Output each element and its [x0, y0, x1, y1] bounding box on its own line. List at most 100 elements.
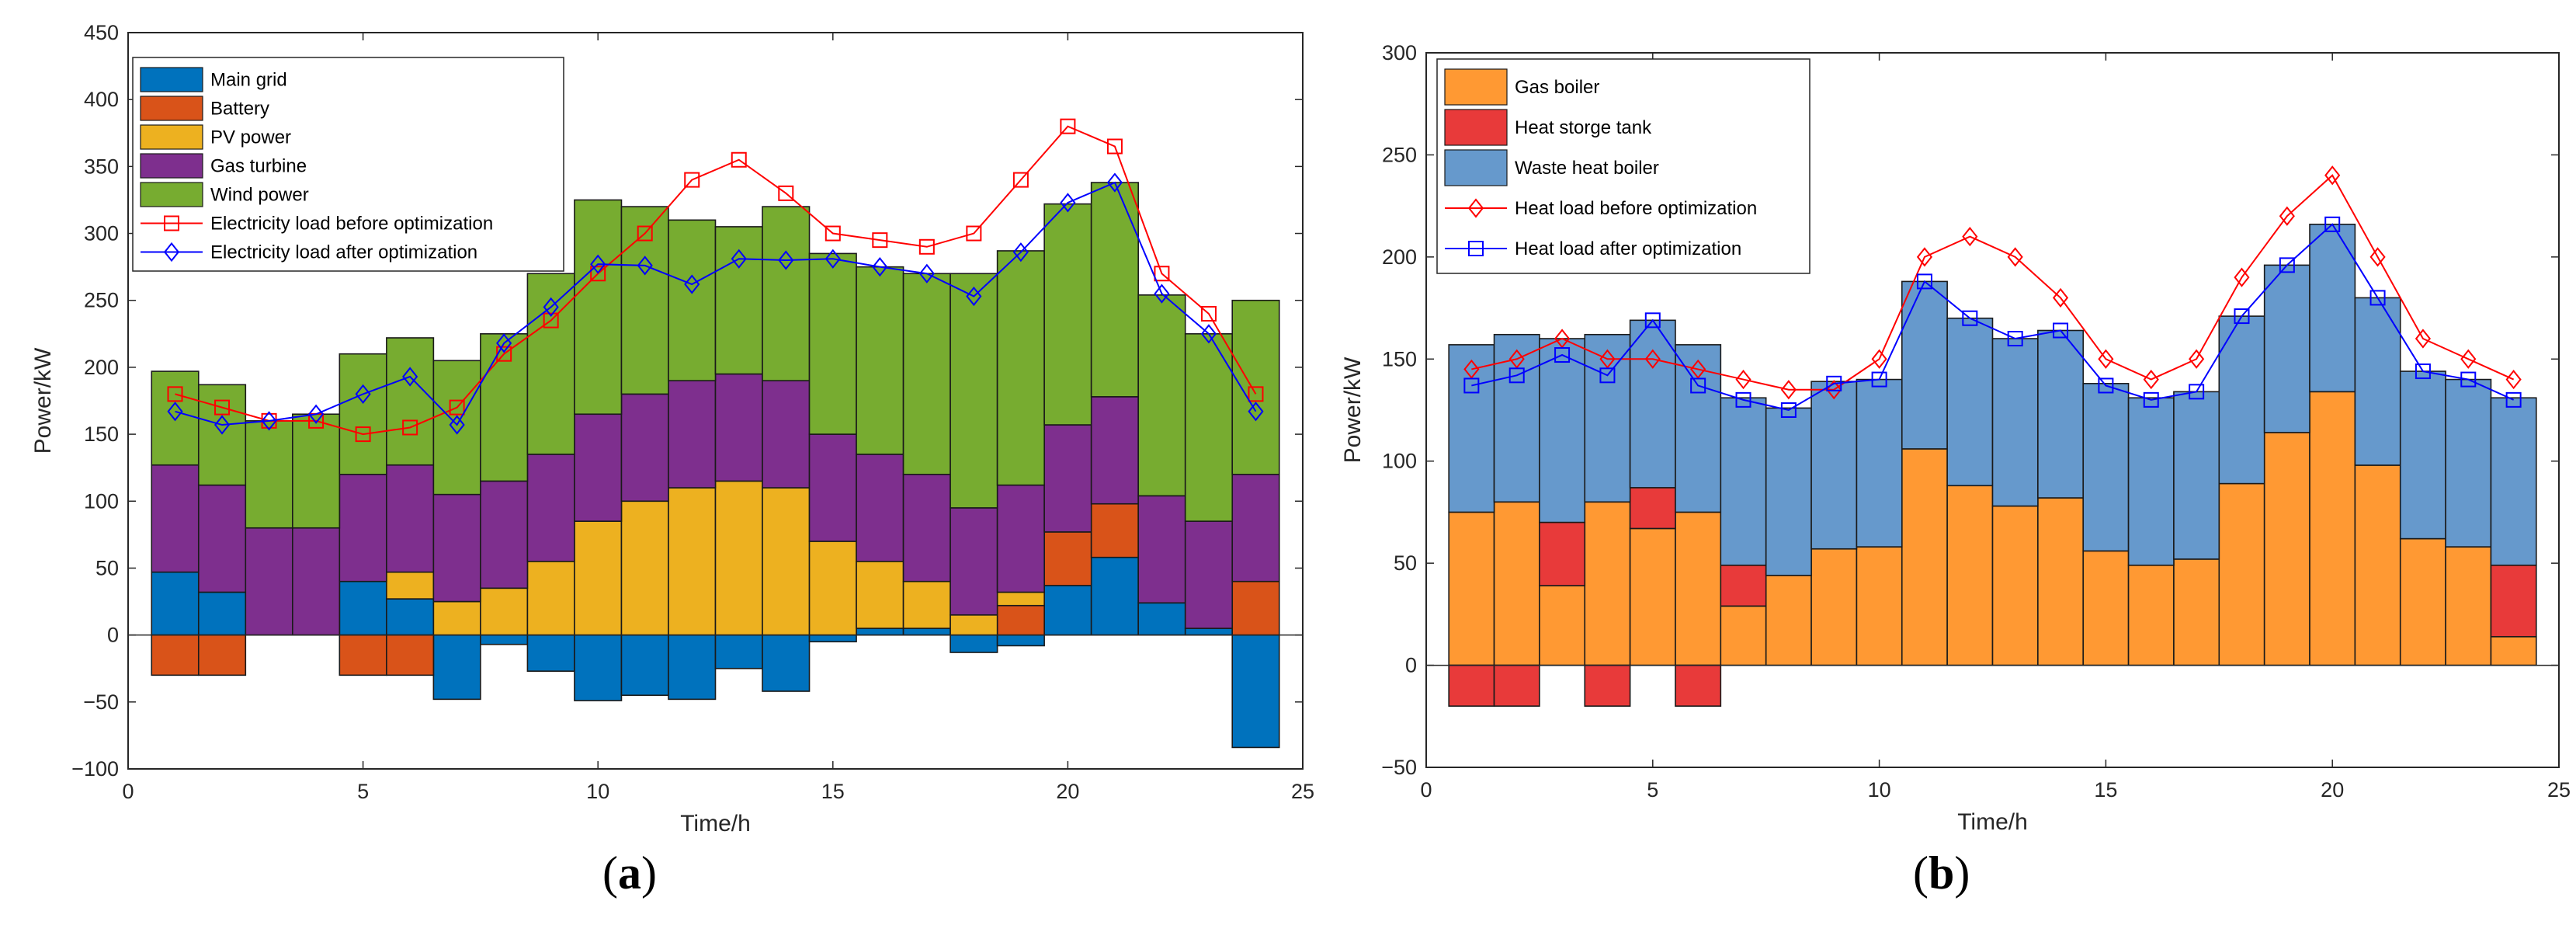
chart-b-bar-waste-heat-boiler-13	[1991, 338, 2039, 507]
chart-a-bar-pv-power-11	[620, 500, 669, 636]
chart-b-bar-waste-heat-boiler-17	[2173, 391, 2220, 560]
chart-b-line-1	[1471, 223, 2515, 412]
chart-a: −100 −50 0 50 100 150 200 250 300 350 400 450 0 5 10 15…	[30, 21, 1314, 836]
chart-a-bar-wind-power-11	[620, 206, 669, 395]
chart-b-legend-label-0: Gas boiler	[1515, 77, 1599, 98]
chart-a-bar-main-grid-17	[902, 628, 951, 636]
chart-a-bar-main-grid-5	[338, 580, 387, 636]
chart-b-line-1-point-8	[1780, 402, 1797, 418]
chart-a-bar-wind-power-17	[902, 273, 951, 475]
chart-b-bar-heat-storge-tank-1	[1448, 664, 1495, 707]
chart-b-bar-gas-boiler-11	[1901, 448, 1948, 666]
chart-b-bar-gas-boiler-12	[1946, 485, 1994, 666]
chart-a-legend-label-2: PV power	[210, 127, 291, 148]
chart-a-ytick-label: 150	[84, 423, 119, 446]
chart-a-line-0-point-21	[1106, 138, 1123, 155]
chart-a-line-1-point-14	[778, 250, 794, 270]
chart-a-bar-gas-turbine-15	[808, 433, 857, 542]
chart-a-bar-battery-2	[197, 634, 247, 676]
chart-b-ytick-label: 0	[1405, 654, 1417, 677]
chart-a-line-1-point-15	[825, 249, 841, 269]
chart-a-bar-wind-power-3	[245, 420, 293, 529]
chart-a-bar-gas-turbine-23	[1184, 520, 1234, 629]
chart-a-legend-swatch-3	[140, 153, 203, 179]
chart-b-bar-waste-heat-boiler-9	[1810, 381, 1858, 550]
chart-b-bar-gas-boiler-15	[2082, 550, 2130, 666]
panel-b: −50 0 50 100 150 200 250 300 0 5 10 15 20 25 Time/h Pow…	[1340, 0, 2576, 932]
chart-b-line-1-point-21	[2369, 290, 2386, 306]
chart-a-xtick-label: 0	[122, 780, 134, 803]
chart-a-legend-swatch-2	[140, 124, 203, 150]
chart-a-line-1-point-5	[355, 384, 371, 404]
chart-b-line-1-point-10	[1871, 371, 1887, 388]
chart-a-bar-wind-power-21	[1090, 182, 1139, 398]
chart-b-line-0-point-21	[2369, 247, 2386, 267]
chart-b-legend-swatch-2	[1444, 149, 1508, 186]
chart-b-line-1-point-13	[2007, 331, 2023, 346]
chart-a-bar-wind-power-7	[432, 360, 481, 496]
chart-b-bar-heat-storge-tank-24	[2490, 564, 2537, 638]
chart-a-bar-wind-power-4	[292, 413, 341, 529]
chart-b-line-1-point-19	[2279, 257, 2295, 273]
chart-b-line-0-point-4	[1599, 349, 1616, 369]
chart-b-bar-waste-heat-boiler-1	[1448, 344, 1495, 513]
chart-a-line-1-point-1	[167, 402, 183, 422]
chart-a-bar-pv-power-14	[762, 487, 811, 636]
chart-a-legend-marker-5	[164, 215, 179, 231]
chart-a-bar-gas-turbine-16	[856, 454, 904, 562]
chart-b-bar-gas-boiler-19	[2263, 432, 2310, 666]
chart-a-bar-battery-1	[151, 634, 200, 676]
chart-a-bar-gas-turbine-18	[950, 507, 998, 616]
chart-a-line-1-point-6	[402, 367, 418, 387]
chart-a-line-0-point-10	[590, 266, 606, 282]
chart-b-bar-waste-heat-boiler-24	[2490, 397, 2537, 566]
chart-a-xtick-label: 5	[357, 780, 369, 803]
chart-b-bar-gas-boiler-1	[1448, 511, 1495, 666]
chart-a-bar-battery-20	[1043, 531, 1092, 586]
chart-b-xlabel: Time/h	[1957, 809, 2028, 835]
chart-b-bar-heat-storge-tank-6	[1675, 664, 1722, 707]
chart-a-bar-gas-turbine-5	[338, 473, 387, 582]
chart-b-bar-gas-boiler-17	[2173, 558, 2220, 666]
chart-a-line-0	[175, 125, 1257, 436]
chart-a-line-1-point-21	[1106, 172, 1123, 193]
chart-a-bar-wind-power-6	[386, 337, 435, 466]
chart-a-bar-main-grid-9	[526, 634, 575, 672]
chart-b-xtick-label: 20	[2321, 778, 2344, 802]
chart-a-bar-main-grid-24	[1231, 634, 1280, 749]
chart-a-line-0-point-24	[1248, 386, 1264, 402]
chart-b-bar-waste-heat-boiler-4	[1584, 333, 1631, 503]
chart-b-bar-waste-heat-boiler-16	[2127, 397, 2175, 566]
chart-a-bar-pv-power-19	[996, 591, 1045, 607]
chart-b-line-0-point-12	[1962, 226, 1978, 247]
chart-a-bar-main-grid-23	[1184, 628, 1234, 636]
chart-a-bar-gas-turbine-24	[1231, 473, 1280, 582]
chart-a-bar-wind-power-20	[1043, 203, 1092, 426]
chart-a-bar-gas-turbine-19	[996, 484, 1045, 593]
chart-a-line-0-point-13	[731, 151, 747, 168]
chart-b-line-1-point-14	[2053, 322, 2069, 339]
chart-b-legend-marker-4	[1468, 241, 1484, 256]
chart-a-legend-label-4: Wind power	[210, 185, 309, 206]
chart-a-line-1-point-11	[637, 256, 653, 276]
chart-b-line-1-point-16	[2143, 391, 2159, 408]
chart-a-bar-wind-power-13	[714, 226, 763, 375]
chart-b-line-0-point-17	[2189, 349, 2205, 369]
chart-a-ytick-label: 200	[84, 356, 119, 379]
chart-a-ytick-label: 0	[107, 624, 119, 647]
chart-a-legend-swatch-4	[140, 182, 203, 207]
chart-a-line-1-point-23	[1200, 324, 1217, 344]
chart-b-bar-gas-boiler-6	[1675, 511, 1722, 666]
chart-b-bar-waste-heat-boiler-22	[2399, 370, 2446, 540]
chart-a-ytick-label: 100	[84, 489, 119, 513]
chart-a-ytick-label: −50	[83, 690, 119, 714]
chart-a-bar-main-grid-20	[1043, 585, 1092, 636]
chart-a-bar-wind-power-9	[526, 273, 575, 455]
chart-b-xtick-label: 25	[2547, 778, 2571, 802]
chart-b-legend-label-3: Heat load before optimization	[1515, 198, 1757, 219]
chart-a-bar-gas-turbine-9	[526, 454, 575, 562]
chart-b-bar-gas-boiler-2	[1493, 501, 1540, 666]
chart-b-bar-gas-boiler-10	[1856, 546, 1903, 666]
chart-b-line-1-point-15	[2098, 377, 2114, 394]
chart-b-line-1-point-11	[1916, 273, 1932, 290]
